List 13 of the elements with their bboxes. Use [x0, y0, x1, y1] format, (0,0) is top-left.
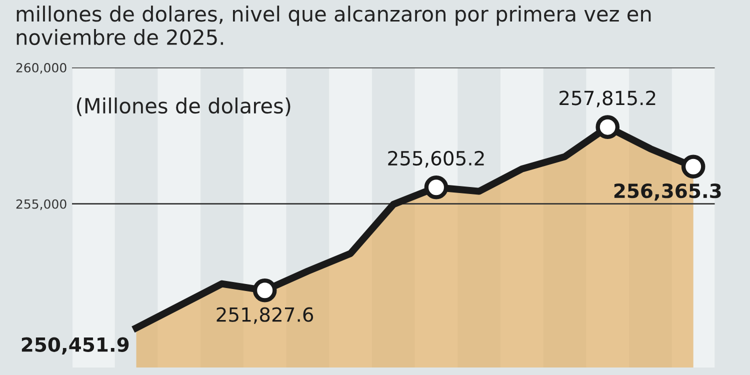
y-tick-label: 255,000	[16, 199, 66, 210]
point	[424, 175, 448, 200]
y-tick-label: 260,000	[16, 62, 66, 74]
data-label: 256,365.3	[614, 183, 721, 201]
point	[252, 278, 277, 302]
point	[596, 115, 620, 139]
data-label: 251,827.6	[216, 307, 314, 324]
point	[681, 154, 706, 179]
annotation: (Millones de dolares)	[77, 98, 290, 116]
data-label: 250,451.9	[22, 337, 129, 354]
chart-title: millones de dolares, nivel que alcanzaron por primera vez en noviembre de 2025.	[16, 6, 651, 46]
data-label: 255,605.2	[388, 150, 484, 168]
data-label: 257,815.2	[560, 90, 656, 108]
